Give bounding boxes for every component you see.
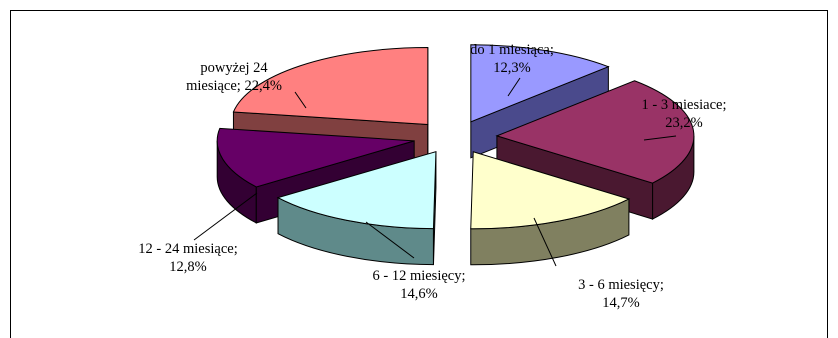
label-1-3-category: 1 - 3 miesiace; — [642, 97, 727, 113]
slice-top — [495, 80, 695, 184]
label-3-6-category: 3 - 6 miesięcy; — [578, 277, 664, 293]
slice-top — [216, 127, 415, 188]
leader-line-12-24 — [193, 192, 258, 241]
leader-line-1-3 — [643, 135, 677, 141]
label-powyzej-category: powyżej 24 — [200, 60, 268, 76]
label-6-12-percent: 14,6% — [400, 286, 437, 302]
label-12-24-percent: 12,8% — [169, 259, 206, 275]
leader-line-3-6 — [533, 217, 557, 267]
chart-frame: do 1 miesiąca; 12,3% 1 - 3 miesiace; 23,… — [10, 10, 828, 338]
label-do-1-percent: 12,3% — [493, 60, 530, 76]
label-powyzej-percent: miesiące; 22,4% — [186, 78, 282, 94]
plot-area-border — [10, 10, 828, 338]
label-3-6-percent: 14,7% — [602, 295, 639, 311]
slice-top — [232, 46, 429, 126]
pie-slice-6-12-miesięcy — [276, 150, 437, 266]
pie-chart: do 1 miesiąca; 12,3% 1 - 3 miesiace; 23,… — [10, 10, 828, 338]
leader-line-powyzej — [294, 91, 307, 109]
pie-slice-3-6-miesięcy — [470, 151, 631, 266]
label-6-12-category: 6 - 12 miesięcy; — [372, 268, 465, 284]
label-1-3-percent: 23,2% — [665, 115, 702, 131]
leader-line-6-12 — [365, 221, 415, 259]
slice-top — [276, 150, 437, 230]
leader-lines — [193, 77, 677, 267]
slice-top — [470, 151, 631, 230]
label-12-24-category: 12 - 24 miesiące; — [138, 241, 237, 257]
label-do-1-category: do 1 miesiąca; — [470, 42, 554, 58]
leader-line-do-1 — [507, 77, 521, 97]
slice-top — [470, 44, 610, 123]
slices-layer — [216, 44, 695, 266]
data-labels: do 1 miesiąca; 12,3% 1 - 3 miesiace; 23,… — [138, 42, 726, 311]
